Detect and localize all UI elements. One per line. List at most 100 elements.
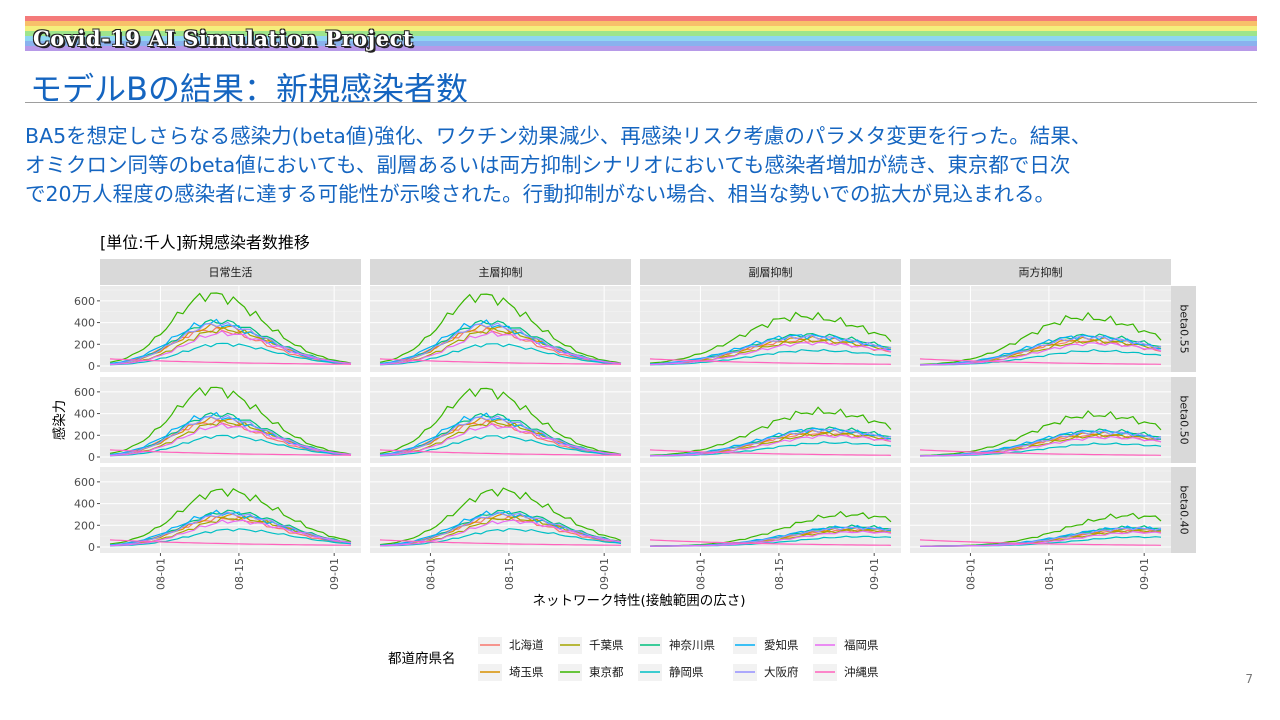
- body-text: BA5を想定しさらなる感染力(beta値)強化、ワクチン効果減少、再感染リスク考…: [25, 122, 1265, 209]
- series-line: [109, 528, 352, 547]
- y-tick-label: 400: [74, 498, 95, 511]
- slide-title: モデルBの結果：新規感染者数: [30, 70, 468, 108]
- series-line: [920, 530, 1162, 547]
- plot-panel: [910, 377, 1171, 463]
- legend-label: 埼玉県: [509, 665, 544, 679]
- rainbow-stripe: [25, 31, 1257, 36]
- series-line: [109, 318, 352, 365]
- series-line: [650, 530, 892, 547]
- series-line: [649, 427, 892, 457]
- series-line: [379, 487, 622, 546]
- series-line: [109, 414, 352, 456]
- legend-label: 東京都: [589, 665, 624, 679]
- series-line: [649, 358, 892, 365]
- series-line: [919, 358, 1162, 365]
- series-line: [379, 358, 622, 365]
- series-line: [379, 319, 622, 365]
- facet-label: 両方抑制: [1019, 265, 1063, 279]
- x-tick-label: 09-01: [328, 558, 341, 590]
- series-line: [109, 509, 352, 546]
- rainbow-stripe: [25, 46, 1257, 51]
- y-tick-label: 600: [74, 295, 95, 308]
- x-tick-label: 08-15: [1043, 558, 1056, 590]
- legend-label: 大阪府: [764, 665, 799, 679]
- series-line: [919, 342, 1162, 366]
- series-line: [109, 422, 352, 457]
- y-tick-label: 200: [74, 429, 95, 442]
- series-line: [379, 509, 622, 547]
- x-tick-label: 08-15: [233, 558, 246, 590]
- body-line: で20万人程度の感染者に達する可能性が示唆された。行動抑制がない場合、相当な勢い…: [25, 182, 1055, 206]
- plot-panel: [640, 467, 901, 553]
- rainbow-stripe: [25, 36, 1257, 41]
- facet-strip-col: [370, 259, 631, 285]
- legend-label: 千葉県: [589, 638, 624, 652]
- series-line: [109, 321, 352, 365]
- series-line: [379, 293, 622, 364]
- series-line: [109, 386, 352, 455]
- x-tick-label: 08-15: [773, 558, 786, 590]
- legend-label: 福岡県: [844, 638, 879, 652]
- chart-title: [単位:千人]新規感染者数推移: [100, 233, 310, 252]
- series-line: [919, 539, 1162, 546]
- series-line: [109, 539, 352, 546]
- facet-label: beta0.40: [1178, 485, 1191, 534]
- series-line: [649, 348, 892, 366]
- project-title: Covid-19 AI Simulation Project: [33, 26, 414, 51]
- legend-label: 神奈川県: [669, 638, 715, 652]
- rainbow-banner: [25, 16, 1257, 56]
- facet-strip-col: [910, 259, 1171, 285]
- x-tick-label: 08-01: [424, 558, 437, 590]
- x-tick-label: 09-01: [868, 558, 881, 590]
- series-line: [919, 435, 1162, 457]
- rainbow-stripe: [25, 26, 1257, 31]
- series-line: [919, 430, 1162, 457]
- facet-strip-row: [1171, 286, 1196, 372]
- facet-strip-row: [1171, 377, 1196, 463]
- series-line: [649, 311, 892, 364]
- y-tick-label: 200: [74, 338, 95, 351]
- series-line: [109, 488, 352, 545]
- plot-panel: [910, 467, 1171, 553]
- facet-label: beta0.50: [1178, 395, 1191, 444]
- x-tick-label: 08-01: [154, 558, 167, 590]
- series-line: [379, 322, 622, 365]
- series-line: [109, 434, 352, 457]
- series-line: [379, 415, 622, 456]
- y-tick-label: 400: [74, 317, 95, 330]
- series-line: [379, 412, 622, 456]
- series-line: [109, 449, 352, 456]
- series-line: [919, 410, 1162, 457]
- facet-strip-col: [640, 259, 901, 285]
- series-line: [379, 330, 622, 366]
- series-line: [649, 434, 892, 457]
- series-line: [379, 412, 622, 456]
- legend-title: 都道府県名: [388, 651, 456, 667]
- page-number: 7: [1245, 672, 1253, 686]
- series-line: [379, 319, 622, 365]
- legend-label: 愛知県: [764, 638, 799, 652]
- series-line: [920, 335, 1162, 366]
- series-line: [379, 449, 622, 456]
- series-line: [379, 528, 622, 547]
- series-line: [379, 343, 622, 366]
- y-tick-label: 0: [88, 360, 95, 373]
- body-line: オミクロン同等のbeta値においても、副層あるいは両方抑制シナリオにおいても感染…: [25, 153, 1071, 177]
- plot-panel: [640, 286, 901, 372]
- body-line: BA5を想定しさらなる感染力(beta値)強化、ワクチン効果減少、再感染リスク考…: [25, 124, 1092, 148]
- series-line: [379, 423, 622, 457]
- series-line: [649, 539, 892, 546]
- x-tick-label: 08-01: [964, 558, 977, 590]
- series-line: [109, 519, 352, 547]
- series-line: [109, 292, 352, 364]
- x-axis-title: ネットワーク特性(接触範囲の広さ): [532, 592, 745, 609]
- series-line: [649, 333, 892, 365]
- series-line: [109, 319, 352, 365]
- rainbow-stripe: [25, 16, 1257, 21]
- series-line: [919, 449, 1162, 456]
- rainbow-stripe: [25, 41, 1257, 46]
- facet-strip-row: [1171, 467, 1196, 553]
- series-line: [919, 334, 1162, 366]
- series-line: [109, 511, 352, 546]
